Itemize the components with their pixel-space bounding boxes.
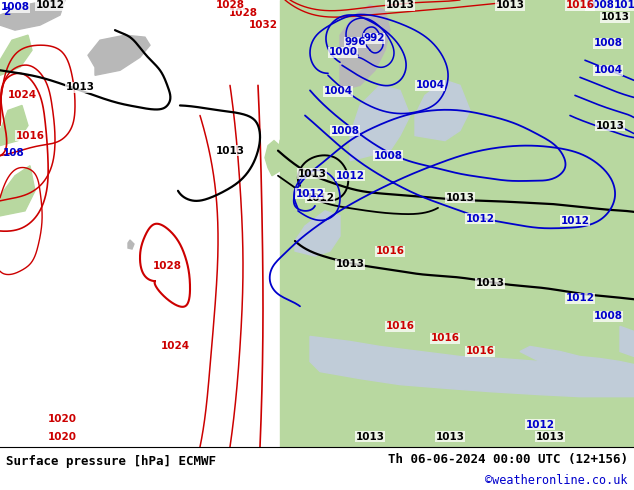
- Text: 1032: 1032: [249, 20, 278, 30]
- Text: 1008: 1008: [373, 150, 403, 161]
- Polygon shape: [395, 0, 430, 30]
- Text: 1016: 1016: [465, 346, 495, 357]
- Text: 1013: 1013: [446, 193, 474, 203]
- Text: 1012: 1012: [335, 171, 365, 181]
- Polygon shape: [340, 5, 390, 90]
- Polygon shape: [265, 141, 285, 176]
- Text: 2: 2: [3, 7, 10, 17]
- Text: 1012: 1012: [306, 193, 335, 203]
- Text: 1008: 1008: [593, 311, 623, 321]
- Polygon shape: [88, 35, 150, 75]
- Text: 1024: 1024: [160, 342, 190, 351]
- Text: 1013: 1013: [614, 0, 634, 10]
- Polygon shape: [350, 85, 410, 161]
- Text: 1012: 1012: [465, 214, 495, 224]
- Text: 1008: 1008: [1, 2, 30, 12]
- Polygon shape: [295, 211, 340, 256]
- Text: 1008: 1008: [593, 38, 623, 48]
- Polygon shape: [620, 326, 634, 357]
- Text: 1012: 1012: [36, 0, 65, 10]
- Text: 1013: 1013: [476, 278, 505, 288]
- Text: 1008: 1008: [586, 0, 614, 10]
- Text: 1013: 1013: [496, 0, 524, 10]
- Text: 1016: 1016: [430, 333, 460, 343]
- Text: 1013: 1013: [436, 432, 465, 442]
- Text: 1013: 1013: [297, 169, 327, 179]
- Polygon shape: [280, 0, 634, 447]
- Text: 1012: 1012: [566, 293, 595, 303]
- Text: 996: 996: [344, 37, 366, 47]
- Text: 1013: 1013: [65, 82, 94, 93]
- Polygon shape: [0, 35, 32, 75]
- Text: 1004: 1004: [593, 65, 623, 75]
- Text: 1028: 1028: [228, 8, 257, 18]
- Polygon shape: [0, 0, 65, 30]
- Text: 1012: 1012: [526, 420, 555, 430]
- Text: 1020: 1020: [48, 414, 77, 424]
- Polygon shape: [278, 116, 312, 176]
- Text: 1000: 1000: [328, 47, 358, 57]
- Polygon shape: [0, 166, 35, 216]
- Text: ©weatheronline.co.uk: ©weatheronline.co.uk: [485, 474, 628, 487]
- Text: 1013: 1013: [536, 432, 564, 442]
- Text: 108: 108: [3, 147, 25, 158]
- Polygon shape: [520, 346, 634, 377]
- Text: 1013: 1013: [335, 259, 365, 269]
- Text: 1013: 1013: [600, 12, 630, 22]
- Text: 1013: 1013: [216, 146, 245, 156]
- Polygon shape: [310, 337, 634, 397]
- Polygon shape: [287, 100, 303, 127]
- Text: 1012: 1012: [295, 189, 325, 199]
- Text: 1020: 1020: [48, 432, 77, 442]
- Text: 1016: 1016: [15, 130, 44, 141]
- Text: 1013: 1013: [356, 432, 384, 442]
- Text: 1008: 1008: [330, 125, 359, 136]
- Text: 992: 992: [363, 33, 385, 43]
- Text: 1004: 1004: [323, 86, 353, 97]
- Text: 1028: 1028: [153, 261, 181, 271]
- Polygon shape: [415, 80, 470, 141]
- Text: 1016: 1016: [375, 246, 404, 256]
- Polygon shape: [128, 240, 134, 249]
- Text: 1013: 1013: [595, 121, 624, 130]
- Text: 1028: 1028: [216, 0, 245, 10]
- Text: 1016: 1016: [385, 321, 415, 331]
- Polygon shape: [0, 105, 28, 146]
- Text: 1024: 1024: [8, 90, 37, 100]
- Text: Th 06-06-2024 00:00 UTC (12+156): Th 06-06-2024 00:00 UTC (12+156): [387, 453, 628, 466]
- Text: 1016: 1016: [566, 0, 595, 10]
- Text: 1013: 1013: [385, 0, 415, 10]
- Text: 1012: 1012: [560, 216, 590, 226]
- Text: Surface pressure [hPa] ECMWF: Surface pressure [hPa] ECMWF: [6, 456, 216, 468]
- Text: 1004: 1004: [415, 80, 444, 90]
